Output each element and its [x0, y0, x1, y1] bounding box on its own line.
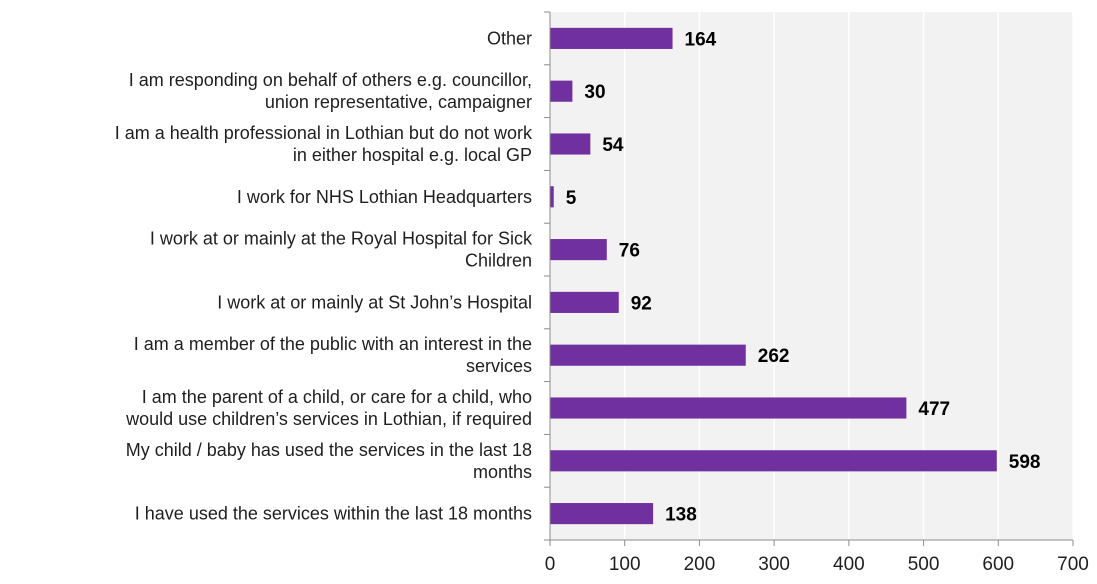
- bar-4: [550, 239, 607, 261]
- value-label-1: 30: [584, 82, 605, 103]
- value-label-4: 76: [619, 241, 640, 262]
- x-tick-labels: 0 100 200 300 400 500 600 700: [545, 554, 1089, 575]
- value-label-8: 598: [1009, 452, 1041, 473]
- category-label-9: I have used the services within the last…: [135, 504, 532, 524]
- category-label-line: would use children’s services in Lothian…: [125, 409, 532, 429]
- bar-6: [550, 344, 746, 366]
- x-tick-label-600: 600: [982, 554, 1014, 575]
- category-label-line: I am responding on behalf of others e.g.…: [129, 70, 532, 90]
- value-label-0: 164: [685, 29, 717, 50]
- x-tick-label-400: 400: [833, 554, 865, 575]
- category-label-line: I work at or mainly at the Royal Hospita…: [150, 229, 533, 249]
- x-tick-label-200: 200: [684, 554, 716, 575]
- value-label-7: 477: [918, 399, 950, 420]
- value-label-3: 5: [566, 188, 577, 209]
- value-label-6: 262: [758, 346, 790, 367]
- category-label-line: months: [473, 462, 532, 482]
- bar-8: [550, 450, 997, 472]
- category-label-3: I work for NHS Lothian Headquarters: [237, 187, 532, 207]
- category-label-line: I am the parent of a child, or care for …: [142, 387, 532, 407]
- x-tick-label-0: 0: [545, 554, 556, 575]
- bar-0: [550, 27, 673, 49]
- category-label-7: I am the parent of a child, or care for …: [125, 387, 532, 429]
- category-label-8: My child / baby has used the services in…: [126, 440, 532, 482]
- x-tick-label-700: 700: [1057, 554, 1089, 575]
- category-label-1: I am responding on behalf of others e.g.…: [129, 70, 532, 112]
- category-label-line: I am a health professional in Lothian bu…: [115, 123, 533, 143]
- value-label-9: 138: [665, 505, 697, 526]
- bar-9: [550, 503, 654, 525]
- gridlines: [623, 12, 1074, 540]
- category-label-line: services: [466, 356, 532, 376]
- category-label-line: in either hospital e.g. local GP: [293, 145, 532, 165]
- category-label-6: I am a member of the public with an inte…: [134, 334, 532, 376]
- bar-1: [550, 80, 573, 102]
- bar-5: [550, 291, 619, 313]
- value-labels: 164 30 54 5 76 92 262 477 598 138: [566, 29, 1041, 525]
- bar-7: [550, 397, 907, 419]
- x-tick-label-300: 300: [758, 554, 790, 575]
- axes: [544, 11, 1074, 546]
- category-label-line: Other: [487, 28, 532, 48]
- value-label-2: 54: [602, 135, 624, 156]
- category-label-0: Other: [487, 28, 532, 48]
- category-label-line: Children: [465, 251, 532, 271]
- category-labels: Other I am responding on behalf of others…: [115, 28, 533, 523]
- value-label-5: 92: [631, 293, 652, 314]
- x-tick-label-500: 500: [908, 554, 940, 575]
- category-label-4: I work at or mainly at the Royal Hospita…: [150, 229, 533, 271]
- category-label-line: union representative, campaigner: [265, 92, 532, 112]
- category-label-line: I have used the services within the last…: [135, 504, 532, 524]
- category-label-line: I work at or mainly at St John’s Hospita…: [217, 292, 532, 312]
- bars: [550, 27, 997, 525]
- category-label-line: My child / baby has used the services in…: [126, 440, 532, 460]
- x-tick-label-100: 100: [609, 554, 641, 575]
- category-label-line: I am a member of the public with an inte…: [134, 334, 532, 354]
- category-label-5: I work at or mainly at St John’s Hospita…: [217, 292, 532, 312]
- category-label-line: I work for NHS Lothian Headquarters: [237, 187, 532, 207]
- category-label-2: I am a health professional in Lothian bu…: [115, 123, 533, 165]
- bar-2: [550, 133, 591, 155]
- bar-3: [550, 186, 554, 208]
